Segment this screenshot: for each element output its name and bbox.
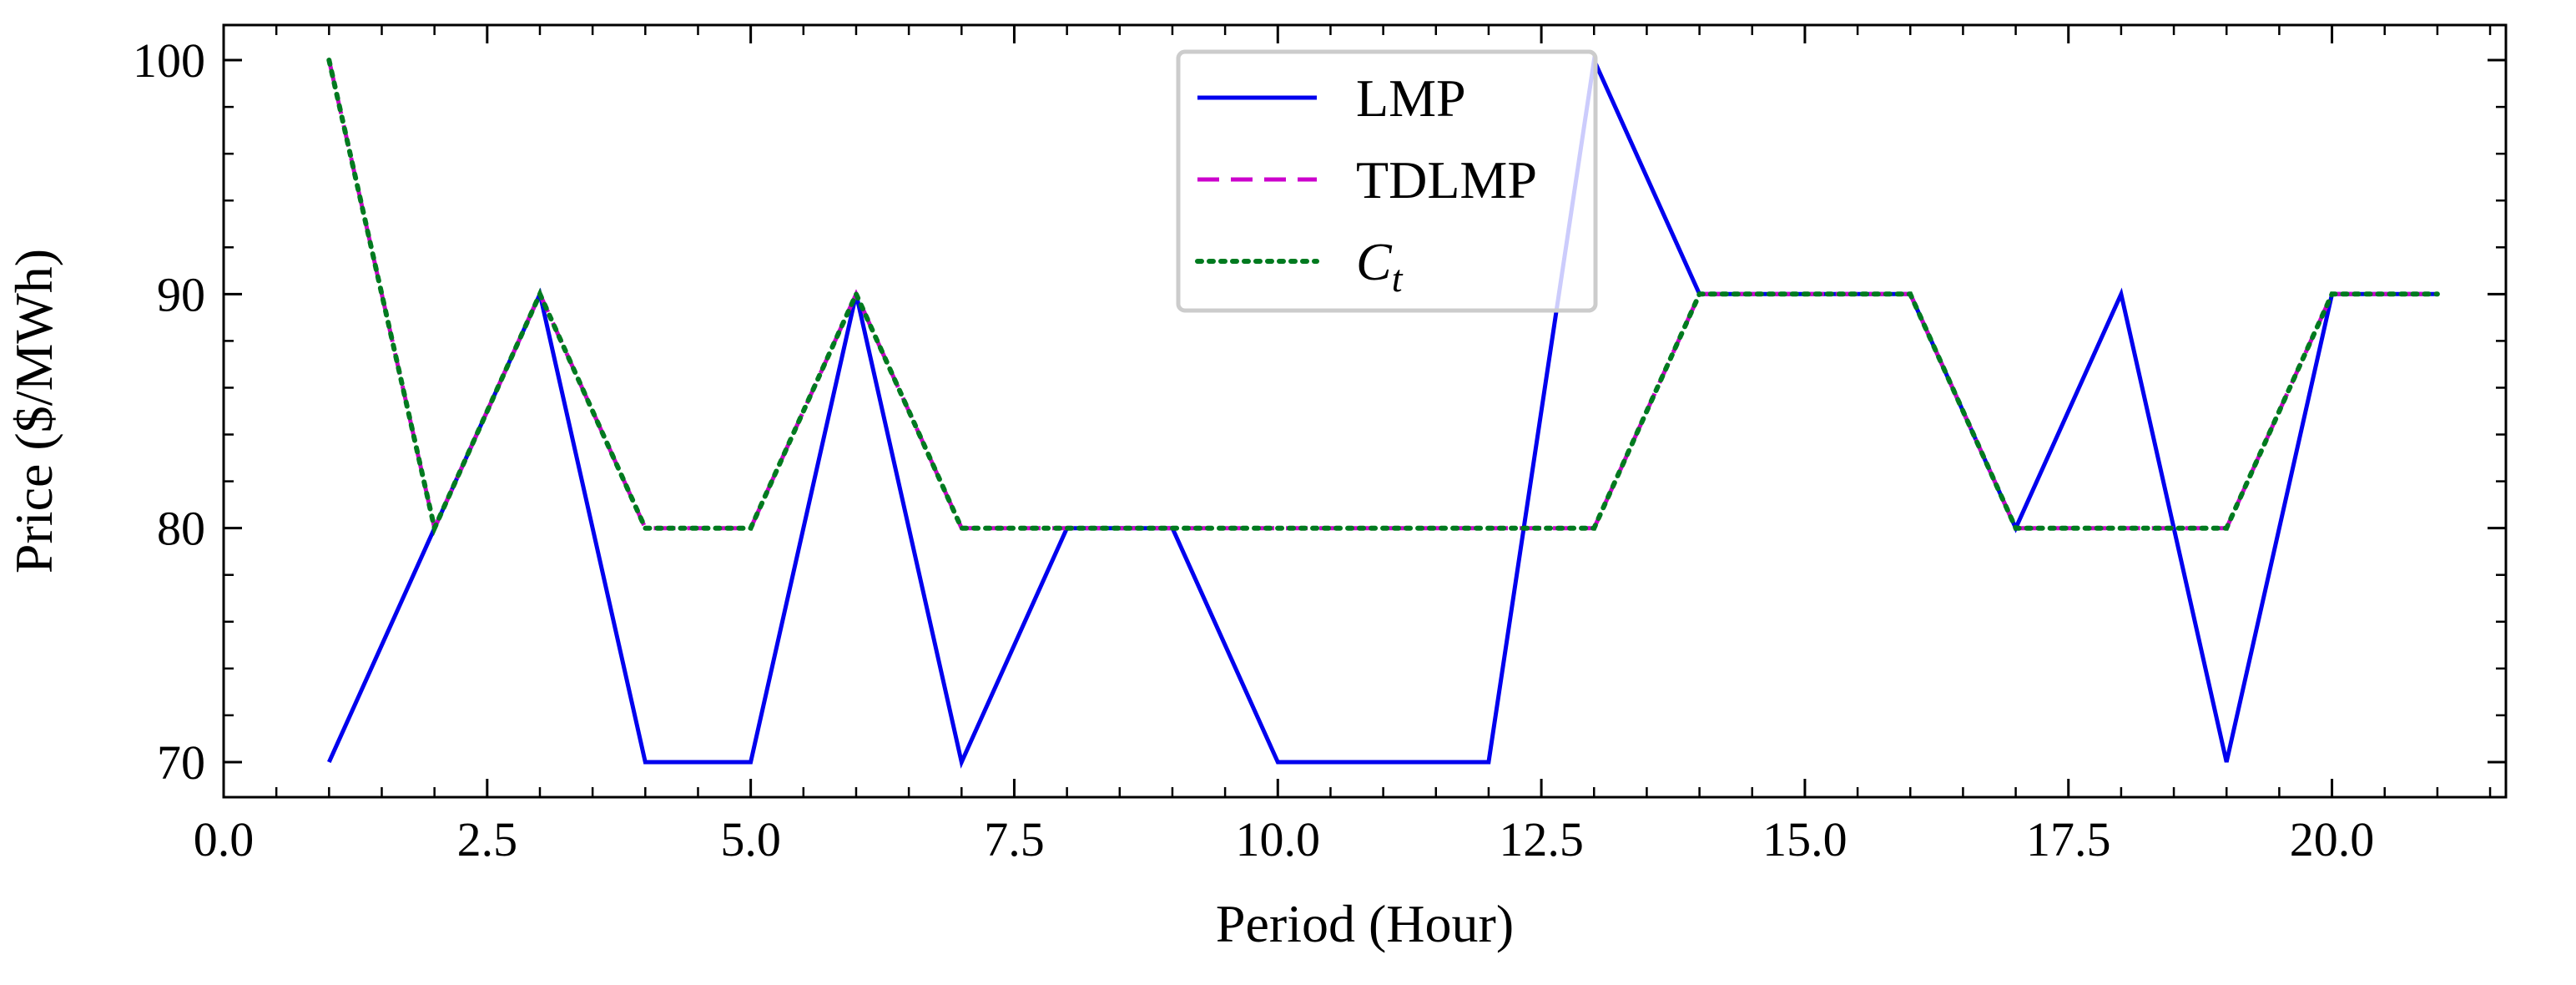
x-tick-label: 12.5 [1499, 812, 1584, 866]
legend-box [1176, 49, 1598, 313]
y-tick-label: 80 [157, 502, 205, 556]
series-line-1 [327, 53, 2437, 769]
y-tick-label: 100 [133, 33, 205, 88]
y-axis-label: Price ($/MWh) [4, 249, 63, 573]
x-tick-label: 10.0 [1236, 812, 1321, 866]
y-tick-label: 90 [157, 267, 205, 321]
legend-entry-label: Ct [1356, 232, 1404, 300]
series-line-3 [326, 58, 2440, 537]
ticks-layer: 0.0 2.5 5.0 7.5 10.0 12.5 15.0 17.5 20.0 70 80 90 10… [133, 25, 2506, 866]
legend-entry-label: TDLMP [1356, 150, 1537, 210]
plot-frame [222, 23, 2508, 799]
series-layer [326, 53, 2440, 769]
y-tick-label: 70 [157, 735, 205, 790]
x-tick-label: 20.0 [2290, 812, 2375, 866]
x-axis-label: Period (Hour) [1216, 894, 1514, 953]
x-tick-label: 2.5 [457, 812, 518, 866]
legend-entry-label: LMP [1356, 68, 1466, 128]
x-tick-label: 17.5 [2026, 812, 2111, 866]
x-tick-label: 0.0 [194, 812, 255, 866]
x-tick-label: 5.0 [720, 812, 781, 866]
legend: LMP TDLMP Ct [1176, 49, 1598, 313]
x-tick-label: 7.5 [984, 812, 1045, 866]
x-tick-label: 15.0 [1762, 812, 1848, 866]
